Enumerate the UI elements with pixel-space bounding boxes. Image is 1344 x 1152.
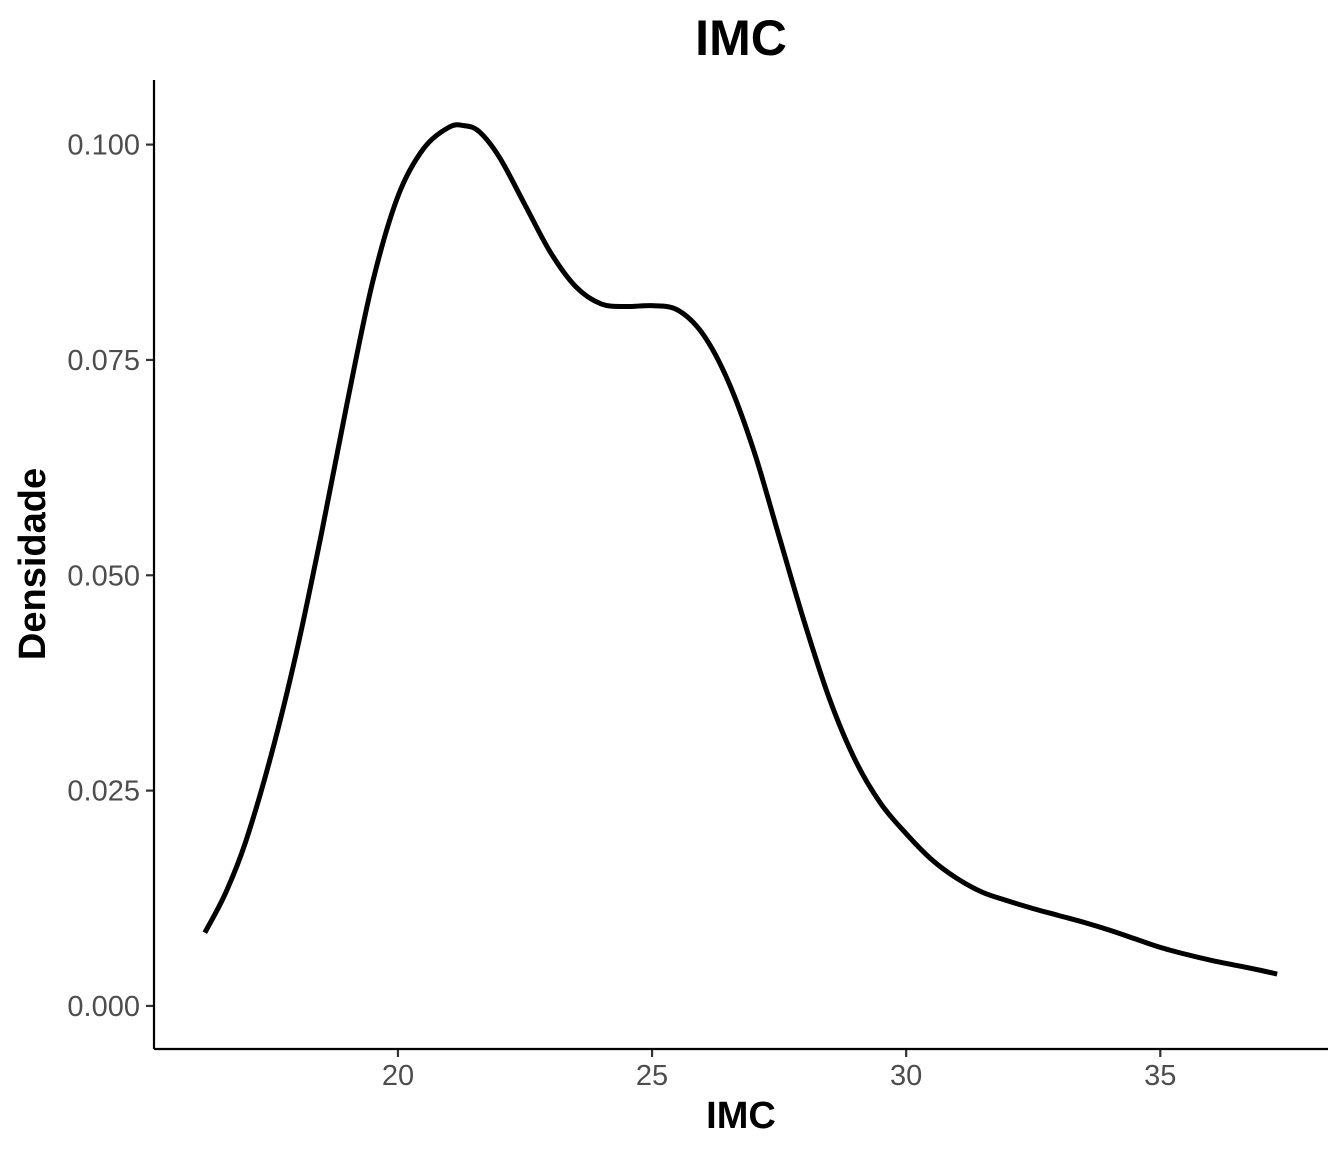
x-tick-label: 35 — [1144, 1060, 1176, 1092]
chart-title: IMC — [695, 10, 787, 66]
x-tick-label: 30 — [890, 1060, 922, 1092]
y-axis-ticks: 0.000 0.025 0.050 0.075 0.100 — [67, 130, 154, 1023]
x-tick-label: 20 — [382, 1060, 414, 1092]
y-tick-label: 0.100 — [67, 130, 140, 162]
y-tick-label: 0.000 — [67, 991, 140, 1023]
y-axis-title: Densidade — [12, 468, 54, 660]
y-tick-label: 0.075 — [67, 345, 140, 377]
x-axis-ticks: 20 25 30 35 — [382, 1049, 1176, 1092]
x-tick-label: 25 — [636, 1060, 668, 1092]
y-tick-label: 0.050 — [67, 560, 140, 592]
y-tick-label: 0.025 — [67, 776, 140, 808]
x-axis-title: IMC — [706, 1095, 776, 1137]
density-line — [202, 122, 1278, 977]
